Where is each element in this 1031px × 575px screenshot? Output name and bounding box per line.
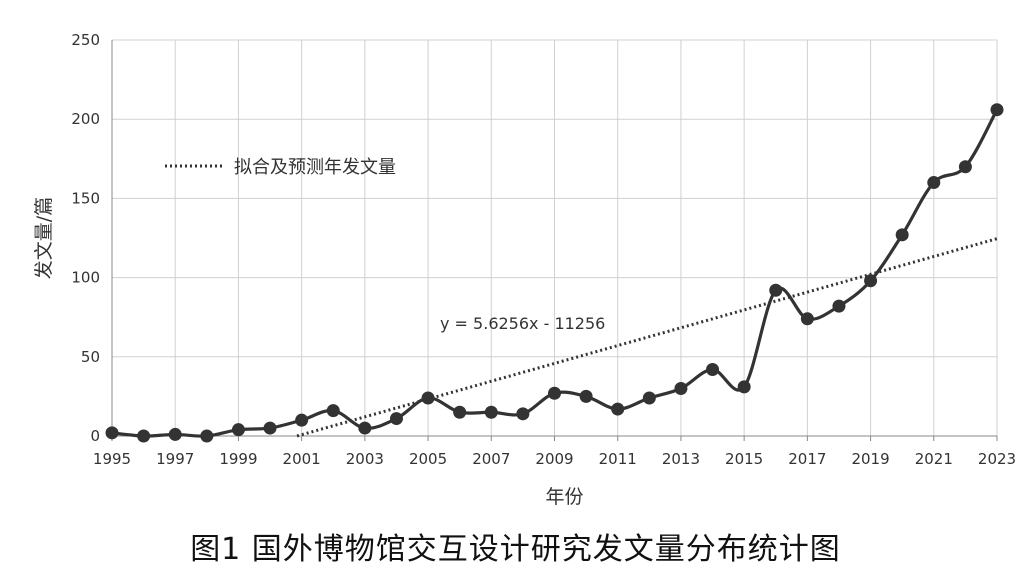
data-point-2022 (958, 160, 972, 174)
data-point-2005 (421, 391, 435, 405)
x-tick-2003: 2003 (346, 450, 384, 468)
y-tick-labels: 0 50 100 150 200 250 (71, 31, 100, 445)
x-tick-2005: 2005 (409, 450, 447, 468)
data-point-2015 (737, 380, 751, 394)
data-point-2019 (864, 274, 878, 288)
x-tick-2021: 2021 (915, 450, 953, 468)
y-axis-title: 发文量/篇 (33, 197, 55, 279)
figure-caption: 图1 国外博物馆交互设计研究发文量分布统计图 (190, 532, 841, 567)
x-tick-2013: 2013 (662, 450, 700, 468)
trendline (296, 237, 998, 438)
data-point-2020 (895, 228, 909, 242)
x-tick-2009: 2009 (535, 450, 573, 468)
data-point-2009 (548, 386, 561, 400)
data-point-1996 (137, 429, 151, 443)
trendline-equation: y = 5.6256x - 11256 (440, 314, 605, 333)
data-point-2001 (295, 413, 309, 427)
data-point-2002 (326, 404, 340, 418)
data-point-2023 (990, 103, 1004, 117)
data-point-2016 (769, 283, 783, 297)
x-tick-1999: 1999 (219, 450, 257, 468)
x-tick-2017: 2017 (788, 450, 826, 468)
x-tick-2015: 2015 (725, 450, 763, 468)
data-point-2021 (927, 176, 941, 190)
y-tick-250: 250 (71, 31, 100, 49)
gridlines (111, 39, 998, 437)
y-tick-50: 50 (81, 348, 100, 366)
data-point-1995 (105, 426, 119, 440)
x-tick-labels: 1995 1997 1999 2001 2003 2005 2007 2009 2011 2013… (93, 436, 1016, 468)
data-point-2014 (706, 362, 720, 376)
x-axis-title: 年份 (545, 486, 583, 508)
x-tick-2001: 2001 (283, 450, 321, 468)
data-point-1999 (231, 423, 245, 437)
data-point-2003 (358, 421, 372, 435)
data-point-2008 (516, 407, 530, 421)
data-point-1997 (168, 427, 182, 441)
data-point-2013 (674, 381, 688, 395)
trendline-path (296, 237, 998, 438)
x-tick-2019: 2019 (851, 450, 889, 468)
data-point-2012 (642, 391, 656, 405)
data-point-2004 (389, 412, 403, 426)
y-tick-0: 0 (90, 427, 100, 445)
data-point-2017 (800, 312, 814, 326)
data-point-1998 (200, 429, 214, 443)
data-series (105, 103, 1004, 443)
x-tick-1997: 1997 (156, 450, 194, 468)
x-tick-2023: 2023 (978, 450, 1016, 468)
x-tick-1995: 1995 (93, 450, 131, 468)
data-point-2010 (579, 389, 593, 403)
data-point-2006 (453, 405, 467, 419)
y-tick-150: 150 (71, 189, 100, 207)
legend-trendline-label: 拟合及预测年发文量 (234, 157, 396, 178)
x-tick-2011: 2011 (599, 450, 637, 468)
data-point-2018 (832, 299, 846, 313)
data-point-2011 (611, 402, 625, 416)
y-tick-100: 100 (71, 269, 100, 287)
legend: 拟合及预测年发文量 (165, 157, 396, 178)
x-tick-2007: 2007 (472, 450, 510, 468)
data-point-2007 (484, 405, 498, 419)
y-tick-200: 200 (71, 110, 100, 128)
chart-area: 0 50 100 150 200 250 1995 1997 1999 2001 2003 2005… (33, 31, 1016, 508)
data-point-2000 (263, 421, 277, 435)
